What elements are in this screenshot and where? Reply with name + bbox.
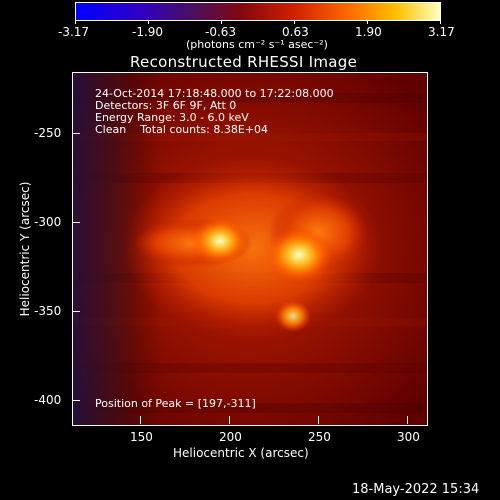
colorbar-tick-label: 1.90 [355,25,382,39]
y-tick-label: -350 [34,304,62,318]
colorbar-tick-label: -1.90 [132,25,164,39]
colorbar-tick-label: 3.17 [428,25,455,39]
colorbar [75,2,441,21]
colorbar-units-label: (photons cm⁻² s⁻¹ asec⁻²) [186,38,328,51]
solar-image [73,73,427,425]
colorbar-tick-label: 0.63 [282,25,309,39]
annotation-line: Energy Range: 3.0 - 6.0 keV [95,111,249,124]
x-tick-label: 250 [308,430,331,444]
x-tick-label: 200 [219,430,242,444]
y-tick-label: -300 [34,215,62,229]
y-tickmarks [72,72,82,424]
plot-title: Reconstructed RHESSI Image [130,53,358,71]
image-frame [72,72,428,426]
y-tick-label: -400 [34,393,62,407]
x-tickmarks [72,416,426,426]
x-tick-label: 150 [130,430,153,444]
colorbar-tick-label: -3.17 [58,25,90,39]
timestamp: 18-May-2022 15:34 [352,482,480,497]
colorbar-tick-label: -0.63 [205,25,237,39]
annotation-line: Detectors: 3F 6F 9F, Att 0 [95,99,237,112]
annotation-line: Clean Total counts: 8.38E+04 [95,123,269,136]
x-tick-label: 300 [397,430,420,444]
colorbar-gradient [76,3,440,20]
y-tick-label: -250 [34,126,62,140]
peak-position-text: Position of Peak = [197,-311] [95,397,256,410]
x-axis-label: Heliocentric X (arcsec) [173,446,309,460]
annotation-line: 24-Oct-2014 17:18:48.000 to 17:22:08.000 [95,87,334,100]
colorbar-tickmarks [75,20,441,25]
y-axis-label: Heliocentric Y (arcsec) [18,181,32,317]
